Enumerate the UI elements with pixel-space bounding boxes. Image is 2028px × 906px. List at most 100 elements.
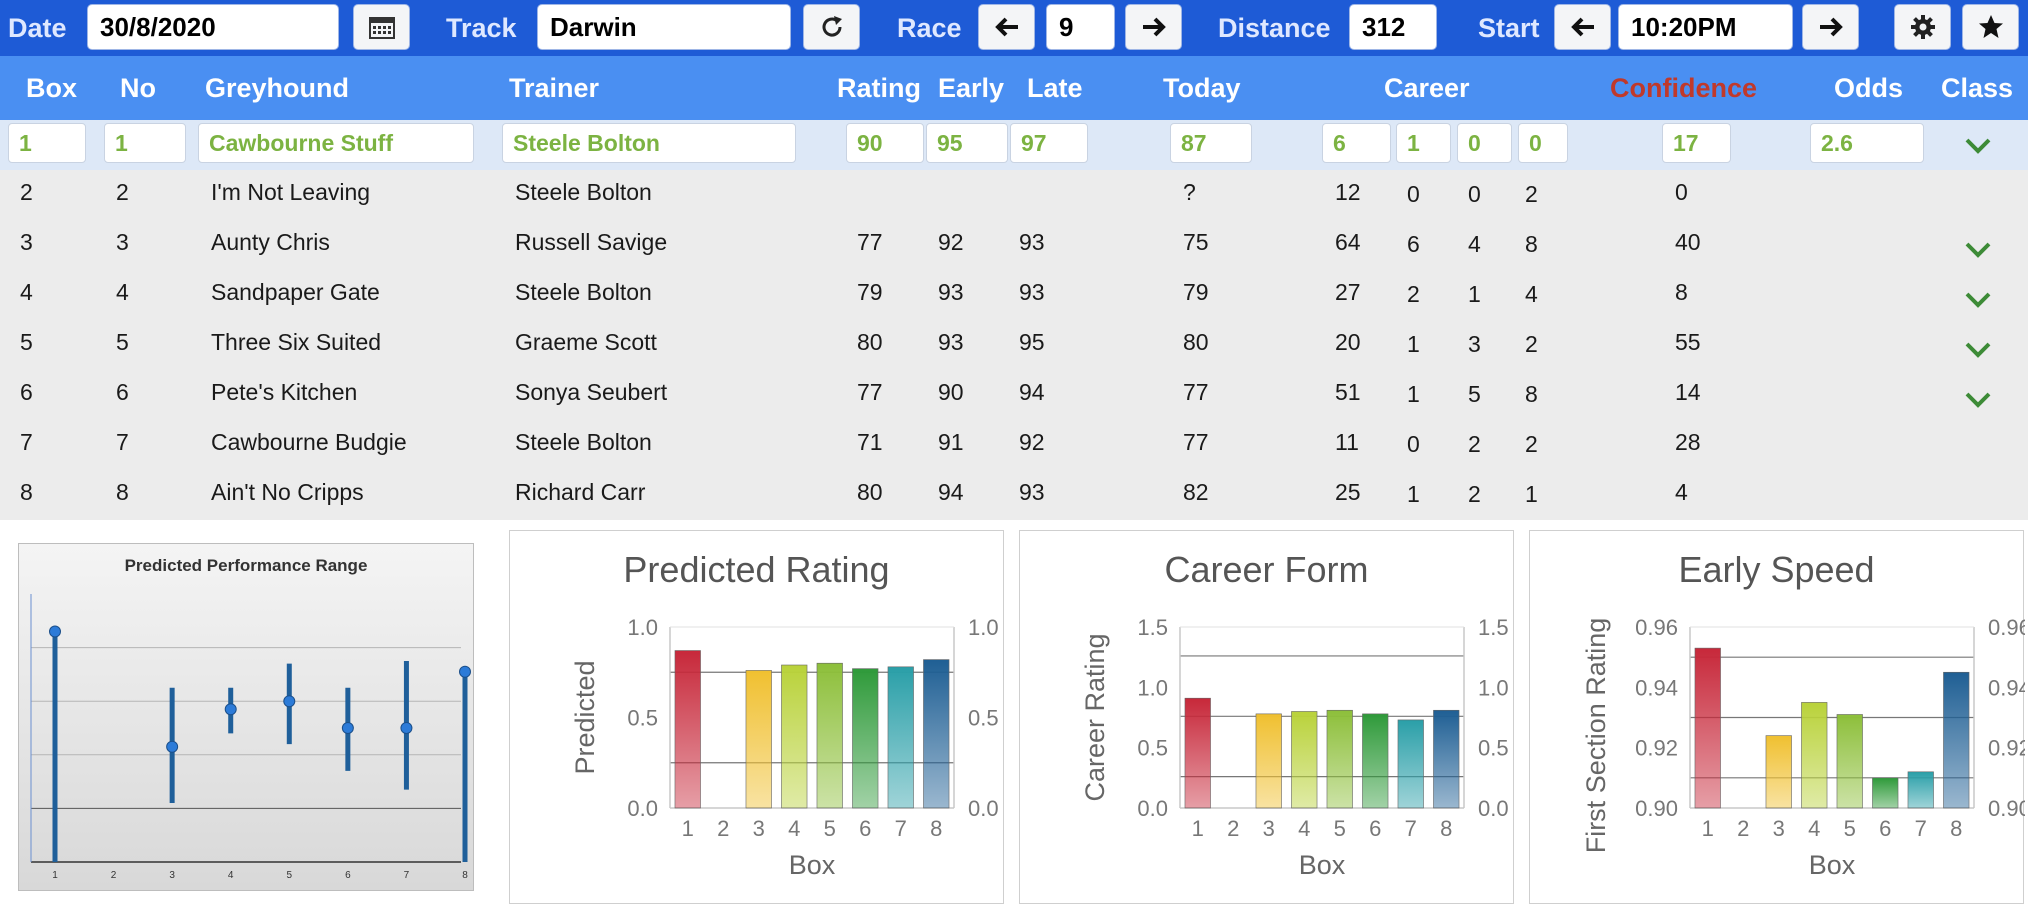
y-tick-label: 0.0 [627, 796, 658, 821]
cell-c2: 5 [1468, 381, 1481, 407]
selected-box[interactable]: 1 [8, 123, 86, 163]
distance-input[interactable]: 312 [1349, 4, 1437, 50]
early-speed-panel: Early Speed 0.90 0.90 0.92 0.92 0.94 0.94 0.96… [1529, 530, 2025, 904]
cell-today: ? [1183, 179, 1196, 205]
selected-rating[interactable]: 90 [846, 123, 924, 163]
cell-rating: 77 [857, 229, 883, 255]
selected-today[interactable]: 87 [1170, 123, 1252, 163]
col-late[interactable]: Late [1027, 73, 1083, 103]
race-input[interactable]: 9 [1046, 4, 1115, 50]
col-box[interactable]: Box [26, 73, 78, 103]
cell-no: 3 [116, 229, 129, 255]
check-icon[interactable] [1963, 384, 1993, 414]
col-today[interactable]: Today [1163, 73, 1241, 103]
tick-label: 8 [462, 870, 468, 881]
table-header: Box No Greyhound Trainer Rating Early La… [0, 56, 2028, 120]
range-point [400, 722, 413, 734]
cell-confidence: 28 [1675, 429, 1701, 455]
favorite-button[interactable] [1962, 4, 2019, 50]
cell-c0: 20 [1335, 329, 1361, 355]
cell-trainer: Steele Bolton [515, 279, 652, 305]
selected-no[interactable]: 1 [104, 123, 186, 163]
x-tick-label: 5 [824, 816, 836, 841]
start-prev-button[interactable] [1554, 4, 1611, 50]
cell-late: 92 [1019, 429, 1045, 455]
tick-label: 3 [169, 870, 175, 881]
check-icon[interactable] [1963, 284, 1993, 314]
cell-today: 75 [1183, 229, 1209, 255]
col-odds[interactable]: Odds [1834, 73, 1904, 103]
cell-no: 5 [116, 329, 129, 355]
col-rating[interactable]: Rating [837, 73, 921, 103]
selected-late[interactable]: 97 [1010, 123, 1088, 163]
start-next-button[interactable] [1802, 4, 1859, 50]
table-row[interactable]: 4 4 Sandpaper Gate Steele Bolton 79 93 93 79 27 2… [0, 274, 2028, 324]
y-axis-label: Career Rating [1080, 633, 1110, 801]
cell-late: 93 [1019, 479, 1045, 505]
table-row[interactable]: 3 3 Aunty Chris Russell Savige 77 92 93 75 64 6 4 8… [0, 224, 2028, 274]
col-trainer[interactable]: Trainer [509, 73, 600, 103]
selected-career-starts[interactable]: 6 [1322, 123, 1391, 163]
range-point [283, 695, 296, 708]
race-prev-button[interactable] [978, 4, 1035, 50]
col-no[interactable]: No [120, 73, 156, 103]
selected-career-3rd[interactable]: 0 [1518, 123, 1568, 163]
start-time-input[interactable]: 10:20PM [1618, 4, 1793, 50]
y2-tick-label: 0.96 [1988, 615, 2025, 640]
track-input[interactable]: Darwin [537, 4, 791, 50]
settings-button[interactable] [1894, 4, 1951, 50]
selected-career-2nd[interactable]: 0 [1457, 123, 1512, 163]
col-greyhound[interactable]: Greyhound [205, 73, 350, 103]
predicted-rating-panel: Predicted Rating 0.0 0.0 0.5 0.5 1.0 1.0 1 2 3 4 5… [509, 530, 1004, 904]
selected-confidence[interactable]: 17 [1662, 123, 1731, 163]
cell-late: 93 [1019, 279, 1045, 305]
cell-early: 94 [938, 479, 964, 505]
chart-title: Early Speed [1678, 549, 1875, 590]
cell-no: 2 [116, 179, 129, 205]
cell-greyhound: Three Six Suited [211, 329, 382, 355]
cell-confidence: 40 [1675, 229, 1701, 255]
check-icon[interactable] [1963, 234, 1993, 264]
selected-odds[interactable]: 2.6 [1810, 123, 1924, 163]
cell-c1: 0 [1407, 181, 1420, 207]
race-next-button[interactable] [1125, 4, 1182, 50]
selected-early[interactable]: 95 [926, 123, 1008, 163]
cell-c0: 51 [1335, 379, 1361, 405]
cell-early: 93 [938, 279, 964, 305]
table-row[interactable]: 8 8 Ain't No Cripps Richard Carr 80 94 93 82 25 1… [0, 474, 2028, 524]
y2-tick-label: 0.5 [1478, 736, 1509, 761]
col-career[interactable]: Career [1384, 73, 1470, 103]
y-axis-label: Predicted [570, 660, 600, 774]
table-row[interactable]: 2 2 I'm Not Leaving Steele Bolton? 12 0 0 2 0 [0, 174, 2028, 224]
x-tick-label: 6 [1369, 816, 1381, 841]
check-icon[interactable] [1963, 334, 1993, 364]
selected-row[interactable]: 1 1 Cawbourne Stuff Steele Bolton 90 95 … [0, 120, 2028, 170]
selected-career-1st[interactable]: 1 [1396, 123, 1451, 163]
table-row[interactable]: 7 7 Cawbourne Budgie Steele Bolton 71 91 92 77 1… [0, 424, 2028, 474]
calendar-icon [368, 17, 395, 39]
bar [1907, 771, 1934, 809]
bar-chart-svg: 0.0 0.0 0.5 0.5 1.0 1.0 1 2 3 4 5 6 7 8 Box Predicted [570, 615, 999, 880]
col-class[interactable]: Class [1941, 73, 2014, 103]
cell-rating: 77 [857, 379, 883, 405]
toolbar: Date 30/8/2020 Track Darwin Race 9 Dista… [0, 0, 2028, 56]
cell-greyhound: Pete's Kitchen [211, 379, 358, 405]
selected-trainer[interactable]: Steele Bolton [502, 123, 796, 163]
cell-c2: 0 [1468, 181, 1481, 207]
date-input[interactable]: 30/8/2020 [87, 4, 339, 50]
col-early[interactable]: Early [938, 73, 1005, 103]
x-tick-label: 2 [1737, 816, 1749, 841]
y2-tick-label: 0.94 [1988, 675, 2025, 700]
refresh-button[interactable] [803, 4, 860, 50]
check-icon[interactable] [1963, 130, 1993, 160]
cell-trainer: Steele Bolton [515, 429, 652, 455]
table-row[interactable]: 5 5 Three Six Suited Graeme Scott 80 93 95 80 20… [0, 324, 2028, 374]
x-tick-label: 3 [753, 816, 765, 841]
selected-greyhound[interactable]: Cawbourne Stuff [198, 123, 474, 163]
col-confidence[interactable]: Confidence [1610, 73, 1758, 103]
bar [1255, 713, 1282, 809]
chart-title: Predicted Performance Range [124, 556, 368, 575]
cell-trainer: Graeme Scott [515, 329, 657, 355]
calendar-button[interactable] [353, 4, 410, 50]
table-row[interactable]: 6 6 Pete's Kitchen Sonya Seubert 77 90 94 77 51 1… [0, 374, 2028, 424]
